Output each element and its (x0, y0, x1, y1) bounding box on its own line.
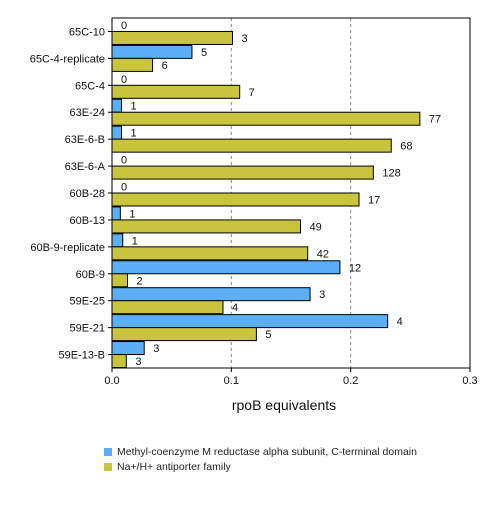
data-label: 1 (132, 235, 138, 247)
x-tick-label: 0.2 (343, 375, 358, 387)
x-tick-label: 0.0 (104, 375, 119, 387)
legend-swatch-methyl-coenzyme (104, 447, 112, 456)
bar-methyl-coenzyme (111, 287, 311, 302)
bar-methyl-coenzyme (111, 314, 389, 329)
legend: Methyl-coenzyme M reductase alpha subuni… (104, 444, 417, 474)
y-tick-label: 63E-24 (70, 107, 105, 119)
data-label: 42 (317, 248, 329, 260)
data-label: 6 (162, 60, 168, 72)
data-label: 2 (137, 275, 143, 287)
y-tick-label: 65C-4 (75, 80, 105, 92)
y-tick-label: 60B-28 (70, 188, 105, 200)
data-label: 4 (232, 302, 238, 314)
bar-antiporter (111, 300, 224, 315)
legend-label: Methyl-coenzyme M reductase alpha subuni… (117, 445, 417, 458)
bar-antiporter (111, 84, 241, 99)
legend-label: Na+/H+ antiporter family (117, 460, 231, 473)
bar-antiporter (111, 192, 360, 207)
bar-antiporter (111, 57, 154, 72)
data-label: 0 (121, 182, 127, 194)
bar-methyl-coenzyme (111, 206, 121, 221)
bar-methyl-coenzyme (111, 341, 145, 356)
bar-antiporter (111, 30, 234, 45)
data-label: 3 (153, 343, 159, 355)
data-label: 1 (129, 208, 135, 220)
x-tick-label: 0.1 (224, 375, 239, 387)
data-label: 0 (121, 155, 127, 167)
data-label: 3 (135, 356, 141, 368)
y-tick-label: 59E-25 (70, 296, 105, 308)
data-label: 5 (265, 329, 271, 341)
legend-item: Methyl-coenzyme M reductase alpha subuni… (104, 444, 417, 459)
data-label: 1 (131, 128, 137, 140)
data-label: 68 (400, 141, 412, 153)
data-label: 3 (242, 33, 248, 45)
x-axis-title: rpoB equivalents (232, 397, 336, 413)
y-tick-label: 63E-6-A (65, 161, 106, 173)
y-tick-label: 60B-9-replicate (30, 242, 105, 254)
bar-antiporter (111, 354, 127, 369)
bar-methyl-coenzyme (111, 233, 124, 248)
data-label: 7 (249, 87, 255, 99)
data-label: 1 (131, 101, 137, 113)
x-tick-label: 0.3 (462, 375, 477, 387)
bar-methyl-coenzyme (111, 98, 123, 113)
bar-antiporter (111, 273, 129, 288)
y-tick-label: 65C-10 (69, 26, 105, 38)
bar-antiporter (111, 219, 302, 234)
y-tick-label: 59E-13-B (59, 350, 105, 362)
bar-antiporter (111, 327, 257, 342)
y-tick-label: 65C-4-replicate (30, 53, 105, 65)
legend-swatch-antiporter (104, 462, 112, 471)
data-label: 4 (397, 316, 403, 328)
y-tick-label: 63E-6-B (65, 134, 105, 146)
bar-methyl-coenzyme (111, 125, 123, 140)
bar-methyl-coenzyme (111, 260, 341, 275)
y-tick-label: 60B-9 (76, 269, 105, 281)
data-label: 77 (429, 114, 441, 126)
bar-antiporter (111, 138, 392, 153)
data-label: 128 (382, 168, 400, 180)
bar-antiporter (111, 111, 421, 126)
y-tick-label: 60B-13 (70, 215, 105, 227)
data-label: 5 (201, 47, 207, 59)
data-label: 49 (310, 221, 322, 233)
legend-item: Na+/H+ antiporter family (104, 459, 417, 474)
data-label: 12 (349, 262, 361, 274)
data-label: 3 (319, 289, 325, 301)
bar-antiporter (111, 246, 309, 261)
data-label: 0 (121, 74, 127, 86)
data-label: 17 (368, 195, 380, 207)
data-label: 0 (121, 20, 127, 32)
bar-methyl-coenzyme (111, 44, 193, 59)
bar-antiporter (111, 165, 374, 180)
y-tick-label: 59E-21 (70, 323, 105, 335)
